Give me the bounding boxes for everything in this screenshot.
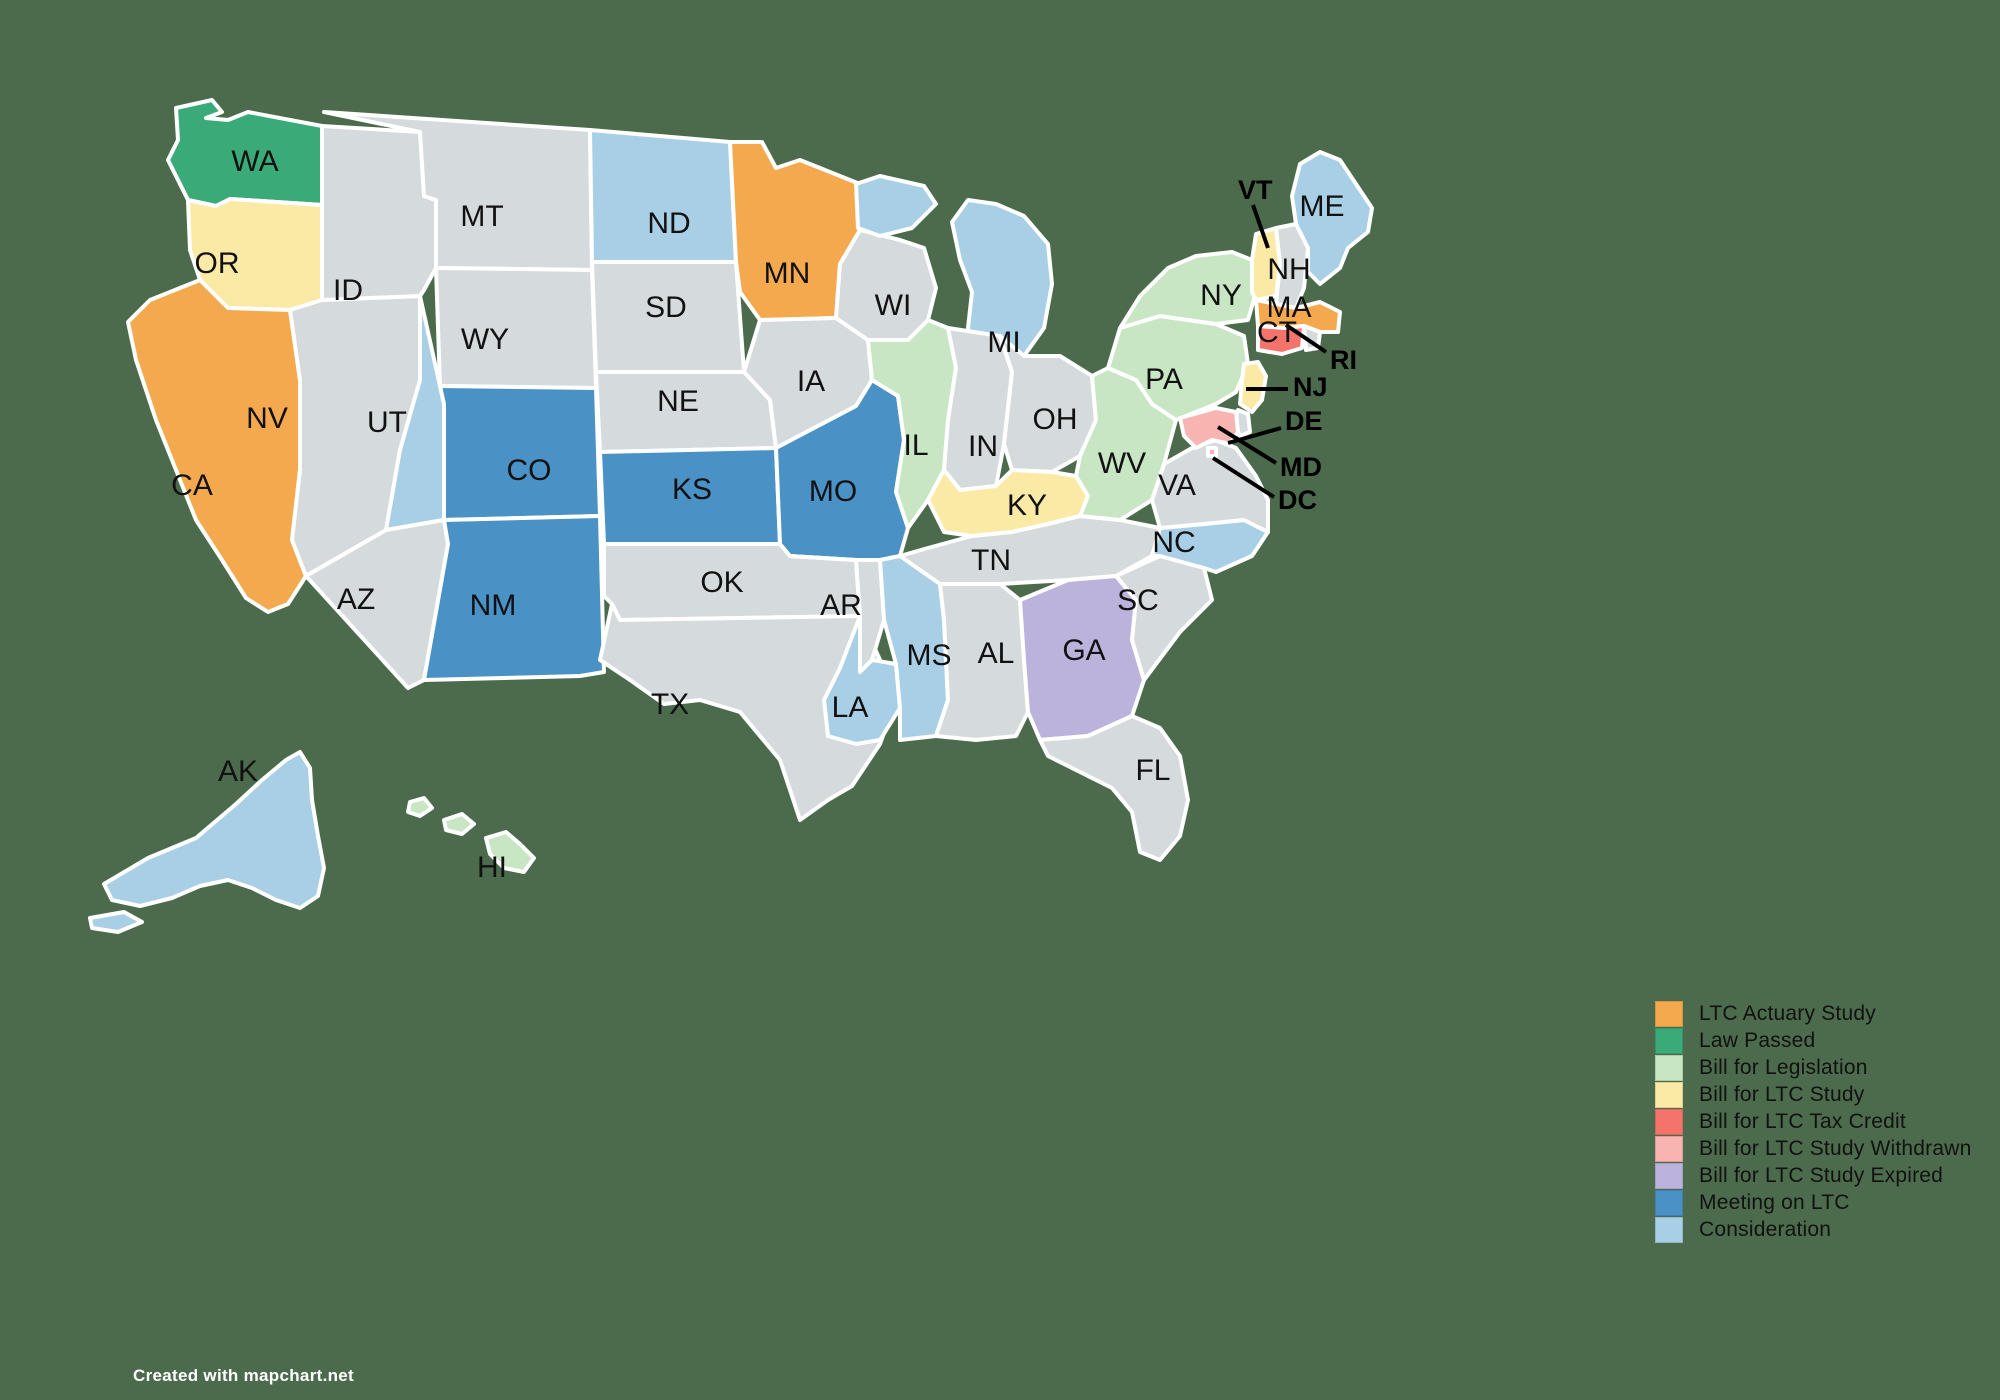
state-label-ak: AK <box>218 755 258 788</box>
map-legend: LTC Actuary Study Law Passed Bill for Legi… <box>1655 1000 1971 1243</box>
legend-item[interactable]: Bill for LTC Tax Credit <box>1655 1108 1971 1135</box>
state-fl[interactable]: FL — No Data <box>1038 714 1190 862</box>
legend-item-label: Consideration <box>1699 1217 1832 1241</box>
callout-leader-lines <box>1211 204 1328 499</box>
leader-line-md <box>1216 425 1278 465</box>
legend-swatch-icon <box>1655 1216 1683 1243</box>
state-al[interactable]: AL — No Data <box>934 582 1030 742</box>
callout-label-md: MD <box>1280 452 1322 482</box>
state-sd[interactable]: SD — No Data <box>590 260 746 374</box>
legend-item-label: Law Passed <box>1699 1028 1816 1052</box>
legend-item-label: Bill for LTC Study <box>1699 1082 1865 1106</box>
states-layer: WA — Law PassedOR — Bill for LTC StudyCA… <box>88 98 1374 934</box>
attribution-text: Created with mapchart.net <box>133 1366 354 1385</box>
legend-item[interactable]: Bill for LTC Study Withdrawn <box>1655 1135 1971 1162</box>
legend-item-label: Meeting on LTC <box>1699 1190 1850 1214</box>
state-la[interactable]: LA — Consideration <box>822 614 902 746</box>
state-co[interactable]: CO — Meeting on LTC <box>438 384 602 522</box>
legend-item[interactable]: LTC Actuary Study <box>1655 1000 1971 1027</box>
legend-swatch-icon <box>1655 1054 1683 1081</box>
state-ca[interactable]: CA — LTC Actuary Study <box>126 278 308 614</box>
legend-item[interactable]: Law Passed <box>1655 1027 1971 1054</box>
state-in[interactable]: IN — No Data <box>942 326 1014 492</box>
leader-line-vt <box>1251 204 1270 249</box>
callout-label-de: DE <box>1285 406 1323 436</box>
state-nm[interactable]: NM — Meeting on LTC <box>422 514 606 682</box>
callout-label-ri: RI <box>1330 345 1357 375</box>
leader-line-ri <box>1284 323 1328 354</box>
state-ny[interactable]: NY — Bill for Legislation <box>1118 250 1258 330</box>
legend-item-label: Bill for LTC Study Withdrawn <box>1699 1136 1972 1160</box>
leader-line-dc <box>1211 456 1276 499</box>
callout-label-dc: DC <box>1278 485 1317 515</box>
legend-item-label: Bill for LTC Study Expired <box>1699 1163 1944 1187</box>
legend-item[interactable]: Bill for LTC Study <box>1655 1081 1971 1108</box>
legend-item-label: Bill for Legislation <box>1699 1055 1868 1079</box>
legend-swatch-icon <box>1655 1135 1683 1162</box>
state-id[interactable]: ID — No Data <box>320 124 438 302</box>
state-ks[interactable]: KS — Meeting on LTC <box>598 446 782 546</box>
state-ga[interactable]: GA — Bill for LTC Study Expired <box>1018 574 1146 742</box>
legend-swatch-icon <box>1655 1108 1683 1135</box>
state-ak[interactable]: AK — Consideration <box>88 750 326 934</box>
legend-item[interactable]: Meeting on LTC <box>1655 1189 1971 1216</box>
legend-swatch-icon <box>1655 1027 1683 1054</box>
legend-swatch-icon <box>1655 1162 1683 1189</box>
legend-item[interactable]: Bill for Legislation <box>1655 1054 1971 1081</box>
callout-label-nj: NJ <box>1293 372 1328 402</box>
state-nd[interactable]: ND — Consideration <box>588 128 738 264</box>
state-dc[interactable]: DC — Bill for LTC Study Withdrawn <box>1206 446 1218 458</box>
state-wi[interactable]: WI — No Data <box>834 228 938 342</box>
state-wy[interactable]: WY — No Data <box>434 266 598 390</box>
legend-item-label: LTC Actuary Study <box>1699 1001 1876 1025</box>
state-hi[interactable]: HI — Bill for Legislation <box>406 796 536 874</box>
state-me[interactable]: ME — Consideration <box>1290 150 1374 286</box>
state-ct[interactable]: CT — Bill for LTC Tax Credit <box>1256 324 1306 356</box>
state-mi[interactable]: MI — Consideration <box>854 174 1054 374</box>
legend-item[interactable]: Consideration <box>1655 1216 1971 1243</box>
state-wa[interactable]: WA — Law Passed <box>166 98 324 208</box>
legend-item-label: Bill for LTC Tax Credit <box>1699 1109 1906 1133</box>
legend-swatch-icon <box>1655 1081 1683 1108</box>
callout-label-vt: VT <box>1238 175 1273 205</box>
legend-swatch-icon <box>1655 1000 1683 1027</box>
state-ne[interactable]: NE — No Data <box>594 370 778 454</box>
legend-swatch-icon <box>1655 1189 1683 1216</box>
legend-item[interactable]: Bill for LTC Study Expired <box>1655 1162 1971 1189</box>
